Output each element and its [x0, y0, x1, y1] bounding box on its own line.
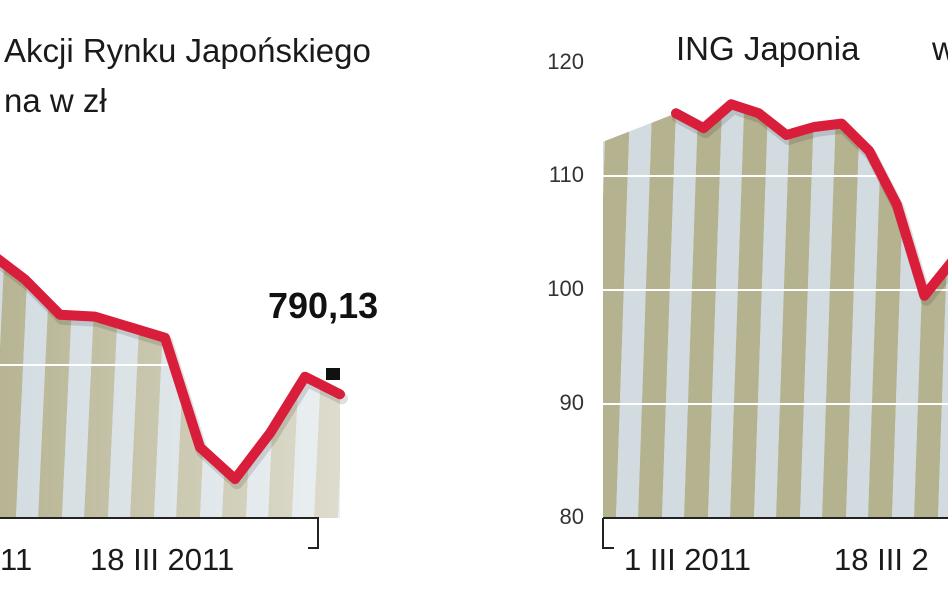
left-x-tick-label: 18 III 2011 — [90, 542, 234, 577]
right-y-tick-label: 100 — [547, 276, 584, 301]
right-stripe-olive — [822, 110, 860, 518]
left-x-tick-label: 11 — [0, 542, 32, 577]
right-chart: ING Japonia w 120 110 100 90 80 1 III 20… — [500, 30, 948, 577]
right-y-tick-label: 80 — [560, 504, 584, 529]
right-stripe-blue — [800, 110, 836, 518]
right-stripe-olive — [776, 110, 814, 518]
right-stripe-olive — [638, 110, 676, 518]
right-y-tick-label: 110 — [549, 162, 584, 187]
right-plot-stripes — [500, 110, 948, 518]
left-chart-title: Akcji Rynku Japońskiego — [4, 32, 371, 69]
right-stripe-olive — [603, 110, 630, 518]
right-x-tick-label: 1 III 2011 — [624, 542, 751, 577]
right-stripe-blue — [754, 110, 790, 518]
right-y-tick-label: 120 — [547, 49, 584, 74]
right-series-line — [671, 99, 948, 301]
right-chart-title-suffix: w — [931, 30, 948, 67]
right-stripe-olive — [500, 110, 538, 518]
left-stripe-blue — [384, 220, 420, 518]
right-gridlines — [603, 175, 948, 405]
left-plot-stripes — [0, 220, 420, 518]
left-chart-subtitle: na w zł — [4, 82, 107, 119]
right-x-tick-label: 18 III 2 — [834, 542, 929, 577]
right-chart-title: ING Japonia — [676, 30, 860, 67]
left-series-line — [0, 254, 345, 485]
left-stripe-blue — [338, 253, 340, 518]
right-stripe-blue — [662, 110, 698, 518]
right-stripe-olive — [684, 110, 722, 518]
left-x-axis — [0, 517, 319, 549]
right-stripe-blue — [616, 110, 652, 518]
right-stripe-olive — [730, 110, 768, 518]
left-end-marker — [326, 368, 340, 380]
right-stripe-blue — [708, 110, 744, 518]
left-stripe-olive — [360, 220, 398, 518]
right-x-axis — [602, 517, 948, 549]
right-stripe-blue — [846, 110, 882, 518]
left-chart: Akcji Rynku Japońskiego na w zł 790,13 1… — [0, 32, 420, 577]
left-value-label: 790,13 — [268, 285, 378, 326]
right-y-tick-label: 90 — [560, 390, 584, 415]
right-stripe-blue — [938, 110, 948, 518]
